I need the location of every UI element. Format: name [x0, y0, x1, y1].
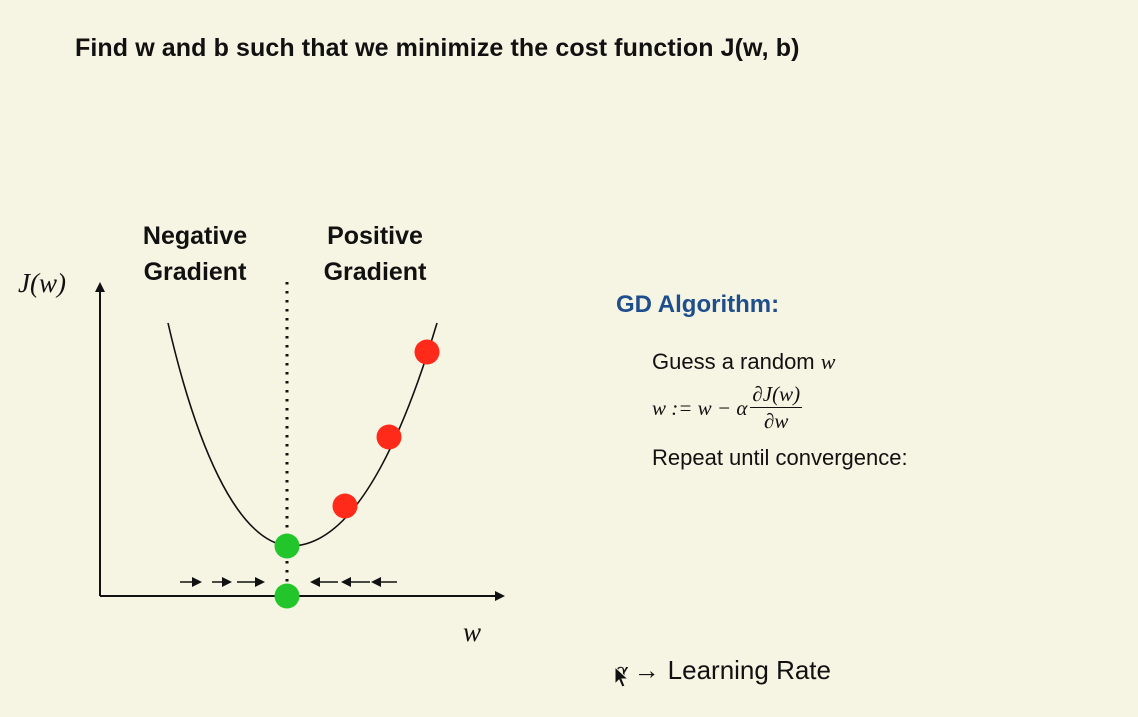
formula-denominator: ∂w [764, 409, 789, 433]
gd-step-guess-var: w [820, 349, 836, 374]
cost-function-diagram [95, 282, 505, 609]
formula-fraction: ∂J(w) ∂w [750, 382, 803, 434]
gd-step-guess-text: Guess a random [652, 349, 821, 374]
mouse-cursor-icon [614, 666, 630, 688]
red-point-1 [414, 339, 440, 365]
gd-update-formula: w := w − α ∂J(w) ∂w [652, 376, 803, 440]
page-title: Find w and b such that we minimize the c… [75, 34, 800, 62]
formula-lhs: w := w − α [652, 395, 748, 420]
y-axis-label: J(w) [18, 268, 66, 298]
red-point-3 [332, 493, 358, 519]
gd-step-guess: Guess a random w [652, 349, 835, 375]
learning-rate-line: α → Learning Rate [614, 655, 831, 686]
negative-gradient-label: Negative Gradient [120, 218, 270, 290]
negative-gradient-text: Negative Gradient [142, 222, 248, 286]
learning-rate-label: Learning Rate [667, 655, 831, 685]
green-point-axis [274, 583, 300, 609]
positive-gradient-text: Positive Gradient [323, 222, 427, 286]
red-point-2 [376, 424, 402, 450]
gd-algorithm-heading: GD Algorithm: [616, 291, 780, 318]
right-arrow-icon: → [633, 655, 660, 685]
green-point-minimum [274, 533, 300, 559]
x-axis-label: w [463, 617, 482, 647]
positive-gradient-label: Positive Gradient [300, 218, 450, 290]
formula-numerator: ∂J(w) [750, 382, 803, 408]
gd-step-repeat: Repeat until convergence: [652, 445, 908, 470]
